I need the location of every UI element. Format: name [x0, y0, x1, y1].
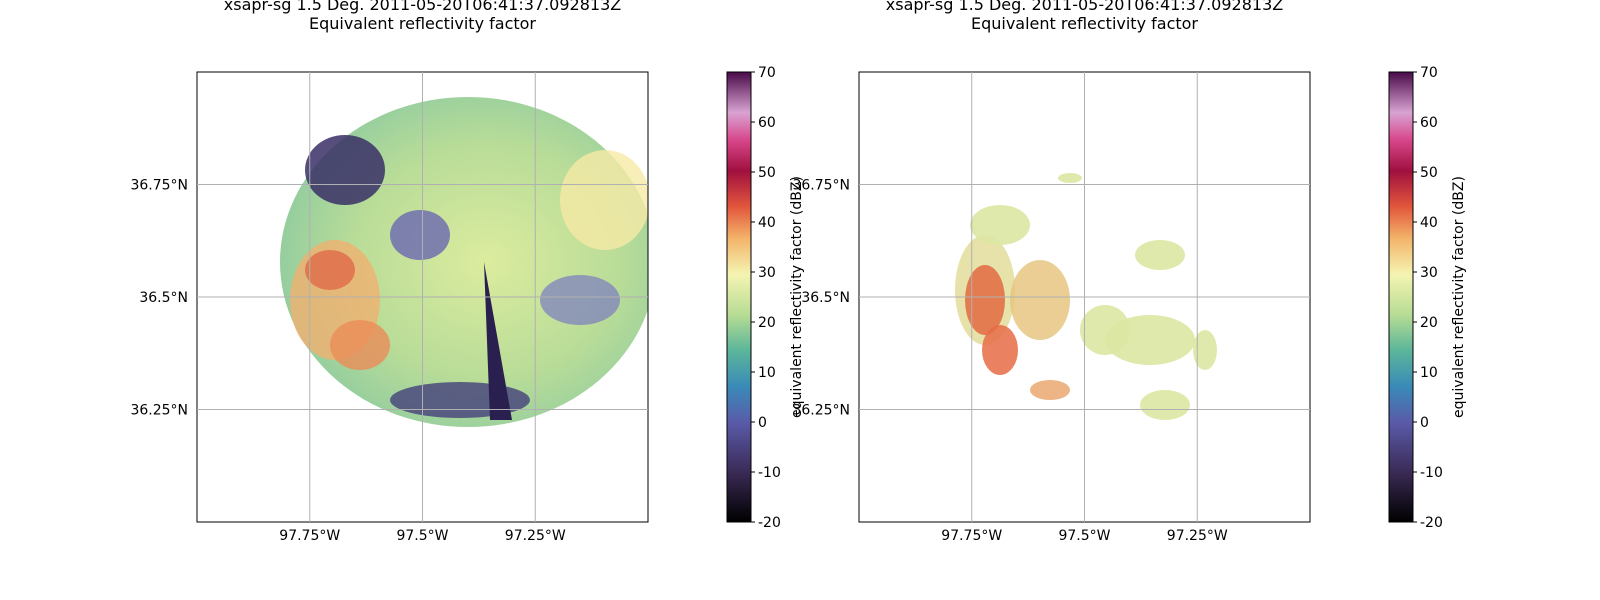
- y-tick-label: 36.75°N: [130, 178, 188, 194]
- colorbar-tick-label: 0: [1420, 415, 1429, 431]
- panel-title: xsapr-sg 1.5 Deg. 2011-05-20T06:41:37.09…: [224, 0, 621, 14]
- colorbar-tick-label: 30: [1420, 265, 1438, 281]
- y-tick-label: 36.5°N: [801, 290, 850, 306]
- colorbar-tick-label: 0: [758, 415, 767, 431]
- colorbar-tick-label: 70: [1420, 65, 1438, 81]
- colorbar-tick-label: 50: [1420, 165, 1438, 181]
- colorbar: [726, 71, 752, 523]
- colorbar-tick-label: -20: [1420, 515, 1443, 531]
- panel-title: xsapr-sg 1.5 Deg. 2011-05-20T06:41:37.09…: [886, 0, 1283, 14]
- colorbar-tick-label: 30: [758, 265, 776, 281]
- y-tick-label: 36.25°N: [792, 403, 850, 419]
- colorbar-tick-label: 40: [1420, 215, 1438, 231]
- y-tick-label: 36.5°N: [139, 290, 188, 306]
- colorbar-tick-label: 50: [758, 165, 776, 181]
- y-tick-label: 36.75°N: [792, 178, 850, 194]
- panel-title: Equivalent reflectivity factor: [971, 14, 1198, 33]
- colorbar-tick-label: 20: [758, 315, 776, 331]
- colorbar-tick-label: -10: [758, 465, 781, 481]
- x-tick-label: 97.5°W: [1058, 528, 1110, 544]
- colorbar-tick-label: 60: [758, 115, 776, 131]
- x-tick-label: 97.75°W: [941, 528, 1002, 544]
- radar-image: [280, 97, 648, 427]
- x-tick-label: 97.25°W: [1167, 528, 1228, 544]
- colorbar-tick-label: -20: [758, 515, 781, 531]
- colorbar-tick-label: 60: [1420, 115, 1438, 131]
- y-tick-label: 36.25°N: [130, 403, 188, 419]
- colorbar: [1388, 71, 1414, 523]
- x-tick-label: 97.25°W: [505, 528, 566, 544]
- colorbar-tick-label: 10: [758, 365, 776, 381]
- x-tick-label: 97.5°W: [396, 528, 448, 544]
- colorbar-label: equivalent reflectivity factor (dBZ): [1451, 176, 1467, 418]
- radar-image: [955, 173, 1217, 420]
- x-tick-label: 97.75°W: [279, 528, 340, 544]
- colorbar-tick-label: 70: [758, 65, 776, 81]
- colorbar-tick-label: 10: [1420, 365, 1438, 381]
- colorbar-tick-label: -10: [1420, 465, 1443, 481]
- colorbar-tick-label: 40: [758, 215, 776, 231]
- colorbar-tick-label: 20: [1420, 315, 1438, 331]
- colorbar-label: equivalent reflectivity factor (dBZ): [789, 176, 805, 418]
- panel-title: Equivalent reflectivity factor: [309, 14, 536, 33]
